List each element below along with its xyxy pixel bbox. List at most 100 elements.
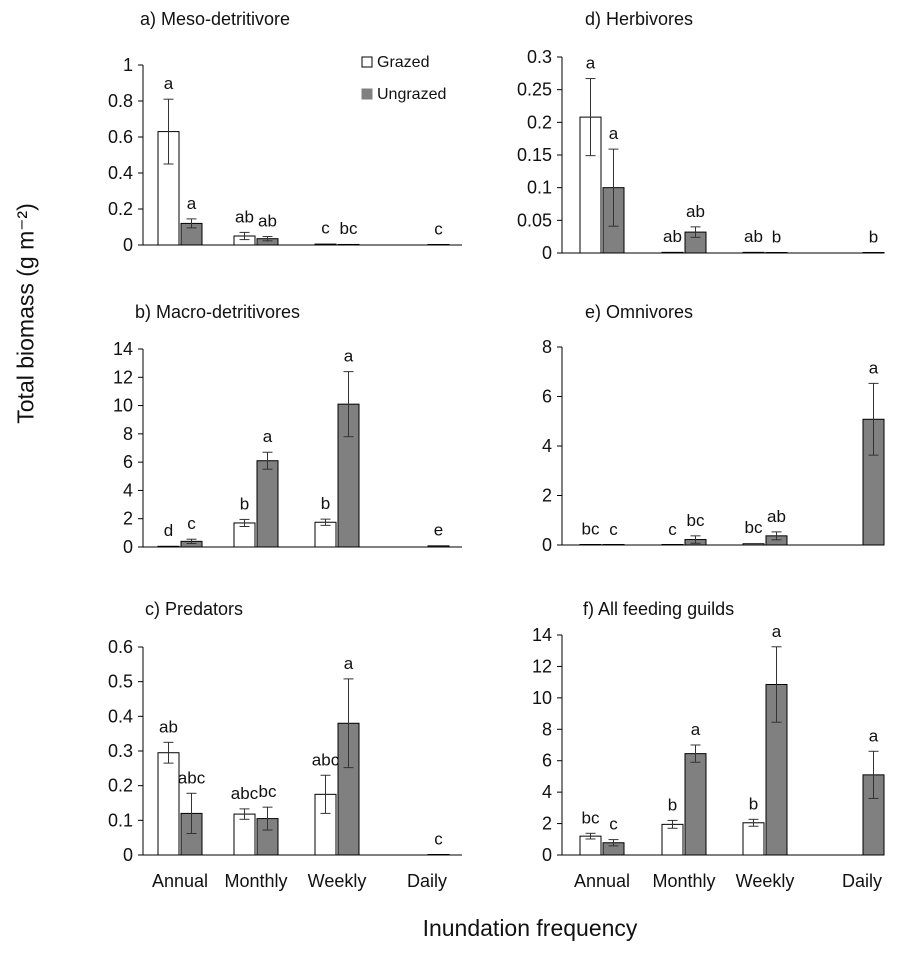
panel-c-grazed-bar bbox=[233, 813, 256, 856]
panel-d-y-tick-label: 0 bbox=[542, 243, 552, 263]
panel-e-grazed-significance-label: bc bbox=[745, 518, 763, 537]
panel-b-ungrazed-significance-label: a bbox=[263, 427, 273, 446]
panel-f-grazed-significance-label: bc bbox=[582, 808, 600, 827]
panel-e-grazed-bar bbox=[742, 543, 765, 546]
panel-b-grazed-bar bbox=[314, 521, 337, 548]
panel-b-y-tick-label: 4 bbox=[123, 480, 133, 500]
panel-f-y-tick-label: 4 bbox=[542, 782, 552, 802]
panel-a-ungrazed-significance-label: bc bbox=[340, 219, 358, 238]
panel-b-y-tick-label: 10 bbox=[113, 396, 133, 416]
panel-c-category-label: Monthly bbox=[224, 871, 287, 891]
panel-b-y-tick-label: 14 bbox=[113, 339, 133, 359]
panel-d-ungrazed-significance-label: a bbox=[609, 124, 619, 143]
panel-e-grazed-bar bbox=[579, 544, 602, 546]
panel-b-grazed-significance-label: b bbox=[321, 494, 330, 513]
panel-a-y-tick-label: 1 bbox=[123, 55, 133, 75]
panel-e-y-tick-label: 6 bbox=[542, 387, 552, 407]
panel-a-ungrazed-significance-label: ab bbox=[258, 212, 277, 231]
panel-e-title: e) Omnivores bbox=[585, 302, 693, 322]
panel-f-category-label: Weekly bbox=[736, 871, 795, 891]
panel-c-ungrazed-significance-label: c bbox=[434, 829, 443, 848]
panel-f-grazed-significance-label: b bbox=[668, 795, 677, 814]
panel-f-y-tick-label: 6 bbox=[542, 751, 552, 771]
panel-f-grazed-bar bbox=[742, 822, 765, 856]
panel-c-category-label: Weekly bbox=[308, 871, 367, 891]
panel-b-grazed-significance-label: d bbox=[164, 521, 173, 540]
panel-d-grazed-significance-label: ab bbox=[744, 227, 763, 246]
panel-c-ungrazed-significance-label: bc bbox=[259, 782, 277, 801]
panel-b-y-tick-label: 2 bbox=[123, 509, 133, 529]
panel-e-ungrazed-significance-label: ab bbox=[767, 507, 786, 526]
panel-f-category-label: Daily bbox=[842, 871, 882, 891]
panel-c-grazed-significance-label: abc bbox=[312, 750, 340, 769]
panel-c-y-tick-label: 0.1 bbox=[108, 810, 133, 830]
panel-a-y-tick-label: 0.4 bbox=[108, 163, 133, 183]
panel-f-ungrazed-significance-label: a bbox=[869, 726, 879, 745]
panel-c-y-tick-label: 0.6 bbox=[108, 637, 133, 657]
panel-c-ungrazed-significance-label: abc bbox=[178, 768, 206, 787]
panel-d-ungrazed-significance-label: b bbox=[869, 228, 878, 247]
panel-f-y-tick-label: 0 bbox=[542, 845, 552, 865]
panel-a-ungrazed-bar bbox=[337, 243, 360, 246]
panel-f-y-tick-label: 14 bbox=[532, 625, 552, 645]
panel-b-grazed-significance-label: b bbox=[240, 494, 249, 513]
panel-e-ungrazed-significance-label: a bbox=[869, 358, 879, 377]
multi-panel-bar-chart: a) Meso-detritivore00.20.40.60.81aabcaab… bbox=[108, 9, 885, 891]
panel-a-y-tick-label: 0 bbox=[123, 235, 133, 255]
panel-c-y-tick-label: 0.4 bbox=[108, 706, 133, 726]
panel-d-ungrazed-significance-label: b bbox=[772, 227, 781, 246]
panel-c-y-tick-label: 0 bbox=[123, 845, 133, 865]
panel-e-grazed-significance-label: c bbox=[668, 520, 677, 539]
panel-c-y-tick-label: 0.5 bbox=[108, 672, 133, 692]
panel-e-ungrazed-bar bbox=[602, 544, 625, 546]
legend-grazed-swatch bbox=[361, 56, 373, 68]
panel-b-ungrazed-significance-label: c bbox=[187, 514, 196, 533]
x-axis-label: Inundation frequency bbox=[422, 915, 638, 941]
panel-e-y-tick-label: 4 bbox=[542, 436, 552, 456]
panel-a-y-tick-label: 0.8 bbox=[108, 91, 133, 111]
panel-a-grazed-bar bbox=[314, 243, 337, 246]
panel-c-grazed-bar bbox=[157, 752, 180, 856]
panel-b-y-tick-label: 0 bbox=[123, 537, 133, 557]
panel-a-grazed-significance-label: a bbox=[164, 74, 174, 93]
panel-c-y-tick-label: 0.2 bbox=[108, 776, 133, 796]
panel-f-y-tick-label: 10 bbox=[532, 688, 552, 708]
panel-a-title: a) Meso-detritivore bbox=[140, 9, 290, 29]
panel-b-grazed-bar bbox=[157, 545, 180, 548]
panel-d-y-tick-label: 0.3 bbox=[527, 47, 552, 67]
panel-d-ungrazed-significance-label: ab bbox=[686, 202, 705, 221]
panel-a-ungrazed-significance-label: a bbox=[187, 194, 197, 213]
panel-d-grazed-bar bbox=[661, 251, 684, 254]
y-axis-label: Total biomass (g m⁻²) bbox=[12, 203, 39, 424]
panel-d-ungrazed-bar bbox=[765, 252, 788, 254]
panel-c-category-label: Daily bbox=[407, 871, 447, 891]
panel-d-y-tick-label: 0.2 bbox=[527, 112, 552, 132]
panel-d-grazed-bar bbox=[742, 251, 765, 254]
legend-ungrazed-swatch bbox=[361, 88, 373, 100]
panel-a-ungrazed-significance-label: c bbox=[434, 219, 443, 238]
panel-b-ungrazed-bar bbox=[427, 545, 450, 548]
panel-e-ungrazed-significance-label: c bbox=[609, 520, 618, 539]
panel-c-ungrazed-significance-label: a bbox=[344, 654, 354, 673]
panel-c-grazed-significance-label: abc bbox=[231, 784, 259, 803]
panel-a-y-tick-label: 0.2 bbox=[108, 199, 133, 219]
panel-b-y-tick-label: 12 bbox=[113, 367, 133, 387]
panel-f-ungrazed-bar bbox=[684, 753, 707, 856]
panel-a-grazed-significance-label: c bbox=[321, 219, 330, 238]
panel-f-ungrazed-significance-label: a bbox=[691, 720, 701, 739]
panel-b-ungrazed-significance-label: e bbox=[434, 520, 443, 539]
panel-d-grazed-significance-label: ab bbox=[663, 227, 682, 246]
panel-d-y-tick-label: 0.1 bbox=[527, 178, 552, 198]
panel-c-grazed-significance-label: ab bbox=[159, 717, 178, 736]
panel-f-ungrazed-significance-label: a bbox=[772, 622, 782, 641]
panel-b-ungrazed-significance-label: a bbox=[344, 347, 354, 366]
panel-f-title: f) All feeding guilds bbox=[583, 599, 734, 619]
panel-d-y-tick-label: 0.05 bbox=[517, 210, 552, 230]
panel-f-y-tick-label: 12 bbox=[532, 656, 552, 676]
panel-f-category-label: Monthly bbox=[652, 871, 715, 891]
panel-d-y-tick-label: 0.25 bbox=[517, 80, 552, 100]
panel-b-y-tick-label: 6 bbox=[123, 452, 133, 472]
panel-f-y-tick-label: 2 bbox=[542, 814, 552, 834]
panel-c-category-label: Annual bbox=[152, 871, 208, 891]
